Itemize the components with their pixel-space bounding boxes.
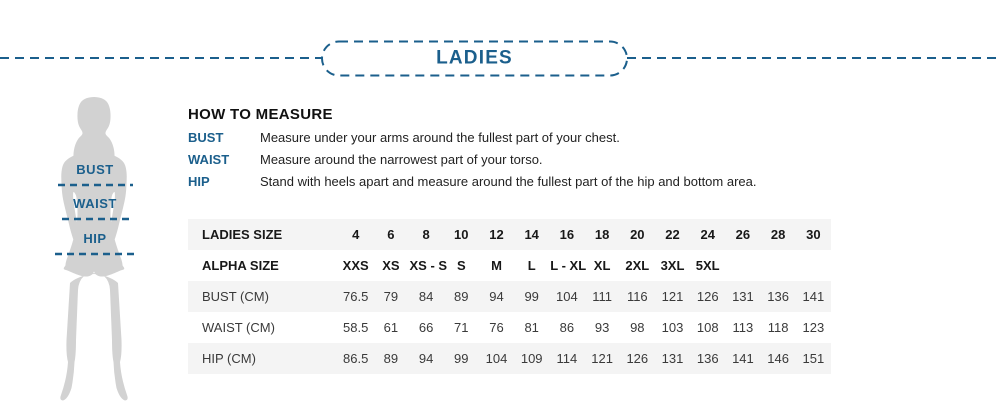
svg-text:LADIES: LADIES [436,48,513,69]
